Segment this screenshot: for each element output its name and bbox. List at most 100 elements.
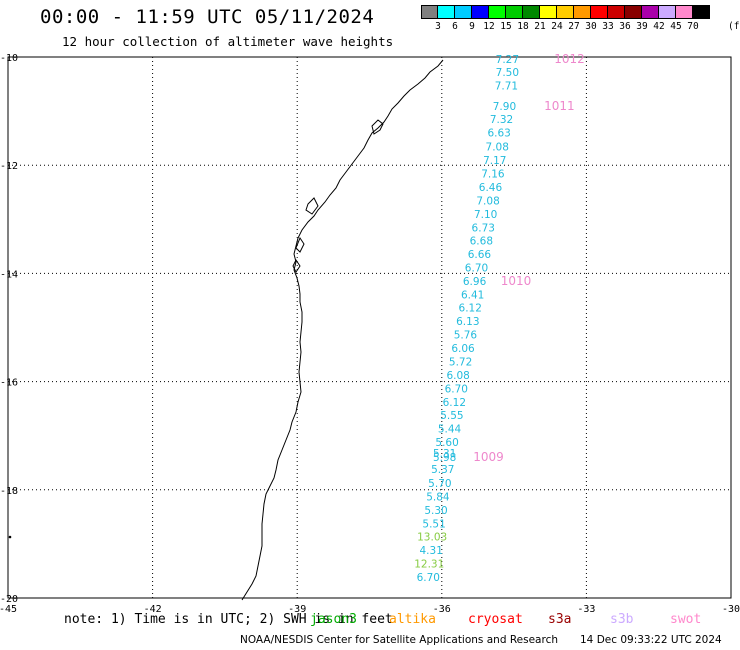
wave-height-value: 7.08 [476, 195, 499, 207]
wave-height-value: 5.76 [454, 330, 478, 342]
legend-swatches [421, 5, 710, 19]
legend-swatch [557, 5, 574, 19]
pressure-value: 1010 [501, 274, 532, 288]
pressure-value: 1011 [544, 99, 575, 113]
legend-swatch [540, 5, 557, 19]
satellite-swot: swot [670, 612, 702, 627]
lon-tick-label: -45 [0, 604, 17, 615]
lon-tick-label: -33 [577, 604, 595, 615]
legend-label: 27 [568, 21, 580, 32]
legend-swatch [676, 5, 693, 19]
satellite-s3a: s3a [548, 612, 572, 627]
wave-height-value: 7.50 [496, 67, 519, 79]
credit-text: NOAA/NESDIS Center for Satellite Applica… [240, 634, 558, 646]
legend-swatch [489, 5, 506, 19]
wave-height-value: 6.96 [463, 276, 487, 288]
legend-swatch [438, 5, 455, 19]
wave-height-value: 5.31 [433, 448, 456, 460]
legend-label: 15 [500, 21, 512, 32]
legend-swatch [455, 5, 472, 19]
lon-tick-label: -30 [722, 604, 740, 615]
legend-swatch [472, 5, 489, 19]
coastline [241, 59, 444, 601]
lat-tick-label: -14 [0, 269, 18, 280]
legend-swatch [693, 5, 710, 19]
wave-height-value: 5.37 [431, 464, 454, 476]
lat-tick-label: -20 [0, 594, 18, 605]
wave-height-value: 6.46 [479, 182, 503, 194]
legend-label: 70 [687, 21, 699, 32]
map-frame [7, 56, 732, 599]
satellite-altika: altika [389, 612, 436, 627]
legend-swatch [591, 5, 608, 19]
wave-height-value: 5.51 [422, 518, 445, 530]
wave-height-value: 6.70 [445, 384, 468, 396]
wave-height-value: 6.06 [451, 343, 475, 355]
legend-swatch [421, 5, 438, 19]
wave-height-value: 5.72 [449, 357, 472, 369]
wave-height-value: 6.13 [456, 316, 479, 328]
legend-swatch [625, 5, 642, 19]
legend-label: 39 [636, 21, 648, 32]
legend-label: 24 [551, 21, 563, 32]
wave-height-value: 6.63 [487, 128, 510, 140]
generation-timestamp: 14 Dec 09:33:22 UTC 2024 [580, 634, 722, 646]
wave-height-value: 6.70 [417, 572, 440, 584]
legend-labels: 3 6 9 12 15 18 21 24 27 30 33 36 39 42 45 70 [421, 21, 710, 33]
legend-label: 45 [670, 21, 682, 32]
lat-tick-label: -18 [0, 486, 18, 497]
wave-height-value: 6.12 [459, 302, 482, 314]
legend-label: 30 [585, 21, 597, 32]
legend-unit: (ft) [728, 21, 740, 32]
wave-height-value: 6.73 [472, 222, 495, 234]
legend-label: 36 [619, 21, 631, 32]
page-title: 00:00 - 11:59 UTC 05/11/2024 [40, 6, 375, 28]
wave-height-value: 6.66 [468, 249, 492, 261]
legend-swatch [642, 5, 659, 19]
legend-label: 9 [469, 21, 475, 32]
pressure-labels: 1012 1011 1010 1009 [473, 52, 585, 464]
wave-height-value: 7.10 [474, 209, 497, 221]
wave-height-value: 5.30 [424, 505, 447, 517]
tick-labels: -45 -42 -39 -36 -33 -30 -10 -12 -14 -16 -18 -20 [0, 53, 740, 615]
pressure-value: 1012 [554, 52, 585, 66]
pressure-value: 1009 [473, 450, 504, 464]
wave-height-value: 5.98 [433, 452, 456, 464]
coastline-island [292, 119, 384, 273]
satellite-s3b: s3b [610, 612, 634, 627]
page-subtitle: 12 hour collection of altimeter wave hei… [62, 34, 394, 49]
wave-height-value: 6.70 [465, 262, 488, 274]
wave-height-value: 6.08 [446, 370, 469, 382]
wave-height-value: 7.90 [493, 101, 516, 113]
wave-height-value: 5.55 [440, 410, 463, 422]
wave-height-value: 5.70 [428, 478, 451, 490]
lon-tick-label: -42 [144, 604, 162, 615]
satellite-cryosat: cryosat [468, 612, 523, 627]
wave-height-value: 13.03 [417, 531, 447, 543]
legend-swatch [608, 5, 625, 19]
wave-height-value: 6.41 [461, 289, 484, 301]
wave-height-value: 7.16 [481, 168, 505, 180]
legend-swatch [659, 5, 676, 19]
footer-note: note: 1) Time is in UTC; 2) SWH is in fe… [64, 612, 393, 627]
wave-height-value: 7.32 [490, 114, 513, 126]
wave-height-value: 6.12 [443, 397, 466, 409]
wave-height-value: 5.84 [426, 491, 450, 503]
lon-tick-label: -36 [433, 604, 451, 615]
lat-tick-label: -16 [0, 378, 18, 389]
grid-lines [8, 57, 731, 598]
wave-height-value: 5.60 [435, 437, 458, 449]
wave-height-value: 7.27 [496, 54, 519, 66]
wave-height-value: 7.08 [486, 141, 509, 153]
wave-height-value: 7.71 [495, 81, 518, 93]
legend-label: 21 [534, 21, 546, 32]
legend-swatch [574, 5, 591, 19]
wave-height-value: 6.68 [470, 235, 493, 247]
lat-tick-label: -10 [0, 53, 18, 64]
legend-label: 18 [517, 21, 529, 32]
legend-swatch [523, 5, 540, 19]
legend-label: 33 [602, 21, 614, 32]
satellite-jason3: jason3 [310, 612, 357, 627]
